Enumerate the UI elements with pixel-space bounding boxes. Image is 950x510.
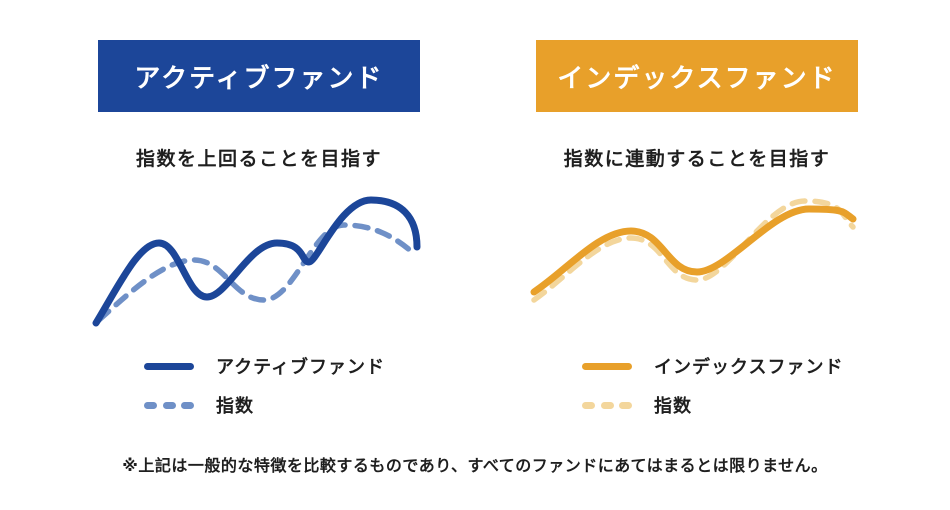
index-chart-index-dashed-line [531, 198, 856, 303]
legend-row-index-fund: インデックスファンド [582, 353, 858, 379]
index-fund-subtitle: 指数に連動することを目指す [563, 149, 831, 170]
legend-label-index-index: 指数 [654, 396, 692, 416]
active-fund-header: アクティブファンド [98, 40, 420, 112]
index-fund-header: インデックスファンド [536, 40, 858, 112]
index-fund-header-label: インデックスファンド [557, 62, 837, 93]
legend-row-active-index: 指数 [144, 392, 420, 418]
solid-line-swatch-icon [144, 362, 194, 370]
index-chart-fund-solid-line [530, 205, 857, 296]
active-chart-index-dashed-line [96, 222, 414, 323]
legend-label-active-fund: アクティブファンド [216, 357, 386, 377]
dashed-line-swatch-icon [144, 401, 194, 409]
legend-label-active-index: 指数 [216, 396, 254, 416]
footnote-disclaimer: ※上記は一般的な特徴を比較するものであり、すべてのファンドにあてはまるとは限りま… [122, 458, 828, 475]
active-fund-subtitle: 指数を上回ることを目指す [135, 149, 382, 170]
solid-line-swatch-icon [582, 362, 632, 370]
active-fund-chart [92, 196, 421, 327]
active-fund-header-label: アクティブファンド [134, 62, 384, 93]
index-fund-column: インデックスファンド 指数に連動することを目指す インデックスファンド 指数 [530, 40, 858, 418]
dashed-line-swatch-icon [582, 401, 632, 409]
active-fund-column: アクティブファンド 指数を上回ることを目指す アクティブファンド 指数 [92, 40, 421, 418]
legend-row-active-fund: アクティブファンド [144, 353, 420, 379]
index-fund-legend: インデックスファンド 指数 [536, 353, 858, 418]
active-chart-fund-solid-line [92, 196, 421, 327]
legend-label-index-fund: インデックスファンド [654, 357, 844, 377]
active-fund-legend: アクティブファンド 指数 [98, 353, 420, 418]
index-fund-chart [530, 198, 857, 303]
legend-row-index-index: 指数 [582, 392, 858, 418]
